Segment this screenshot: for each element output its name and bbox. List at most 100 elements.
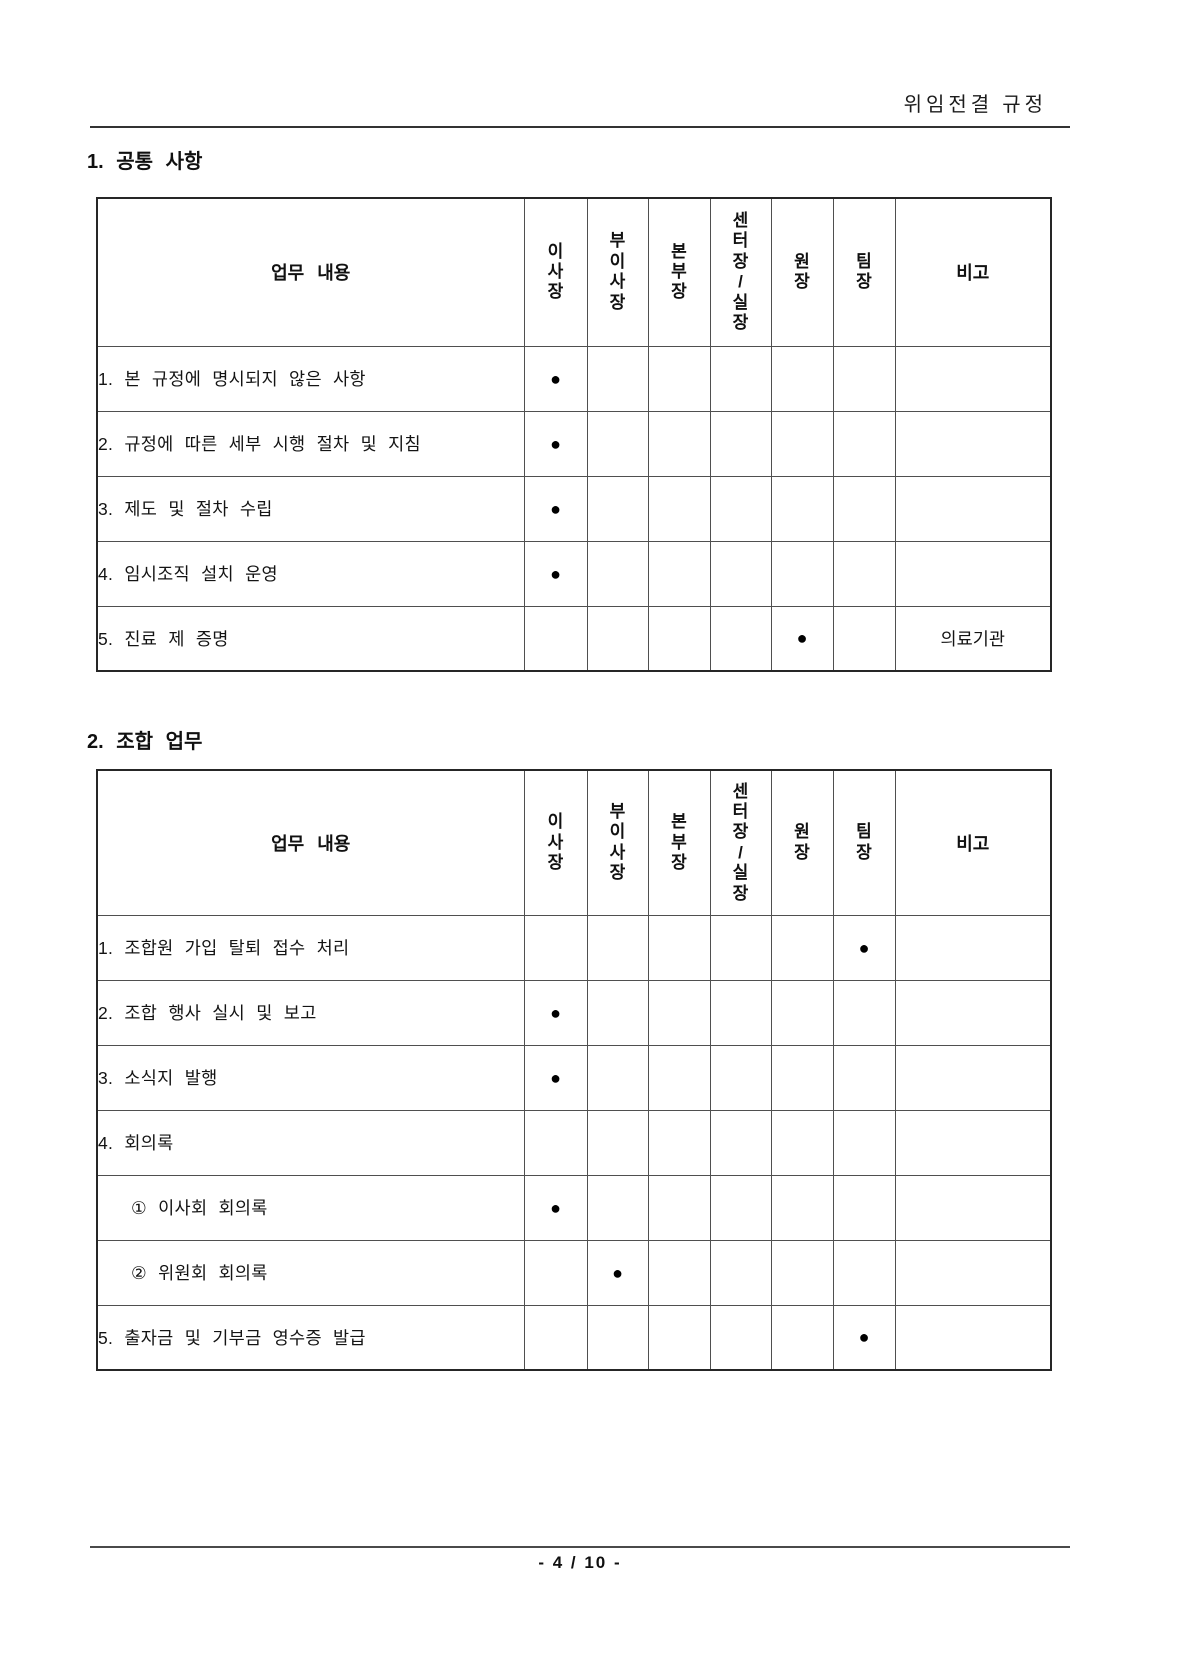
note-cell [894,1304,1052,1371]
approval-mark-cell [647,1044,711,1111]
col-header-director-label: 원 장 [794,251,810,292]
common-matters-table: 업무 내용 이 사 장 부 이 사 장 본 부 장 센 터 장 / 실 장 원 … [96,197,1052,672]
approval-mark-cell [770,1239,834,1306]
task-cell: 5. 진료 제 증명 [96,605,525,672]
approval-mark-cell [770,540,834,607]
approval-mark-cell [523,605,588,672]
approval-mark-cell: ● [586,1239,649,1306]
approval-mark-cell [586,540,649,607]
col-header-team-leader: 팀 장 [832,769,896,916]
note-cell [894,345,1052,412]
col-header-center-head-label: 센 터 장 / 실 장 [732,211,749,333]
table-row: ② 위원회 회의록 ● [96,1239,1052,1306]
approval-mark-cell [709,1174,772,1241]
approval-mark-cell [709,540,772,607]
approval-mark-cell [647,1109,711,1176]
approval-mark-cell [647,540,711,607]
col-header-director-label: 원 장 [794,822,810,862]
col-header-center-head: 센 터 장 / 실 장 [709,769,772,916]
approval-mark-cell [647,914,711,981]
approval-mark-cell [647,410,711,477]
table-row: 2. 규정에 따른 세부 시행 절차 및 지침 ● [96,410,1052,477]
approval-mark-cell [523,914,588,981]
col-header-vice-chairman-label: 부 이 사 장 [609,231,626,312]
approval-mark-cell [770,1044,834,1111]
task-cell: 1. 조합원 가입 탈퇴 접수 처리 [96,914,525,981]
approval-mark-cell [647,345,711,412]
approval-mark-cell [832,475,896,542]
table-row: 4. 임시조직 설치 운영 ● [96,540,1052,607]
approval-mark-cell [647,475,711,542]
col-header-chairman-label: 이 사 장 [547,812,564,872]
approval-mark-cell [832,1044,896,1111]
approval-mark-cell [832,605,896,672]
col-header-chairman: 이 사 장 [523,769,588,916]
note-cell: 의료기관 [894,605,1052,672]
approval-mark-cell [832,410,896,477]
approval-mark-cell: ● [523,979,588,1046]
approval-mark-cell [647,979,711,1046]
table-header-row: 업무 내용 이 사 장 부 이 사 장 본 부 장 센 터 장 / 실 장 원 … [96,769,1052,916]
col-header-center-head-label: 센 터 장 / 실 장 [732,781,749,903]
approval-mark-cell [647,1304,711,1371]
header-rule [90,126,1070,128]
approval-mark-cell [709,475,772,542]
task-cell-sub-item: ① 이사회 회의록 [96,1174,525,1241]
col-header-vice-chairman: 부 이 사 장 [586,197,649,347]
col-header-chairman-label: 이 사 장 [547,241,564,302]
approval-mark-cell [523,1239,588,1306]
col-header-division-head-label: 본 부 장 [671,812,687,872]
note-cell [894,410,1052,477]
approval-mark-cell [770,1174,834,1241]
table-row: 5. 출자금 및 기부금 영수증 발급 ● [96,1304,1052,1371]
approval-mark-cell [709,410,772,477]
approval-mark-cell [832,345,896,412]
approval-mark-cell [647,1239,711,1306]
col-header-vice-chairman-label: 부 이 사 장 [609,801,626,883]
task-cell: 3. 제도 및 절차 수립 [96,475,525,542]
approval-mark-cell [770,914,834,981]
approval-mark-cell [709,1109,772,1176]
col-header-director: 원 장 [770,197,834,347]
approval-mark-cell [709,1304,772,1371]
task-cell: 4. 임시조직 설치 운영 [96,540,525,607]
approval-mark-cell: ● [832,914,896,981]
approval-mark-cell [709,605,772,672]
col-header-note: 비고 [894,197,1052,347]
col-header-chairman: 이 사 장 [523,197,588,347]
col-header-note: 비고 [894,769,1052,916]
task-cell: 2. 조합 행사 실시 및 보고 [96,979,525,1046]
approval-mark-cell [709,345,772,412]
note-cell [894,475,1052,542]
table-row: ① 이사회 회의록 ● [96,1174,1052,1241]
approval-mark-cell: ● [523,1174,588,1241]
approval-mark-cell [586,914,649,981]
col-header-team-leader-label: 팀 장 [856,822,872,862]
approval-mark-cell: ● [523,410,588,477]
approval-mark-cell [586,410,649,477]
col-header-task: 업무 내용 [96,769,525,916]
approval-mark-cell [832,540,896,607]
col-header-director: 원 장 [770,769,834,916]
approval-mark-cell [709,1239,772,1306]
page-number: - 4 / 10 - [538,1553,622,1572]
approval-mark-cell [770,410,834,477]
col-header-team-leader-label: 팀 장 [856,251,872,292]
table-row: 1. 조합원 가입 탈퇴 접수 처리 ● [96,914,1052,981]
approval-mark-cell: ● [523,475,588,542]
note-cell [894,540,1052,607]
col-header-task: 업무 내용 [96,197,525,347]
approval-mark-cell [586,475,649,542]
table-row: 4. 회의록 [96,1109,1052,1176]
approval-mark-cell [586,1044,649,1111]
approval-mark-cell [832,1109,896,1176]
table-row: 3. 제도 및 절차 수립 ● [96,475,1052,542]
col-header-center-head: 센 터 장 / 실 장 [709,197,772,347]
task-cell: 4. 회의록 [96,1109,525,1176]
section-title-1: 1. 공통 사항 [87,151,203,173]
approval-mark-cell [770,979,834,1046]
approval-mark-cell [709,1044,772,1111]
task-cell: 2. 규정에 따른 세부 시행 절차 및 지침 [96,410,525,477]
approval-mark-cell [647,1174,711,1241]
approval-mark-cell [709,979,772,1046]
